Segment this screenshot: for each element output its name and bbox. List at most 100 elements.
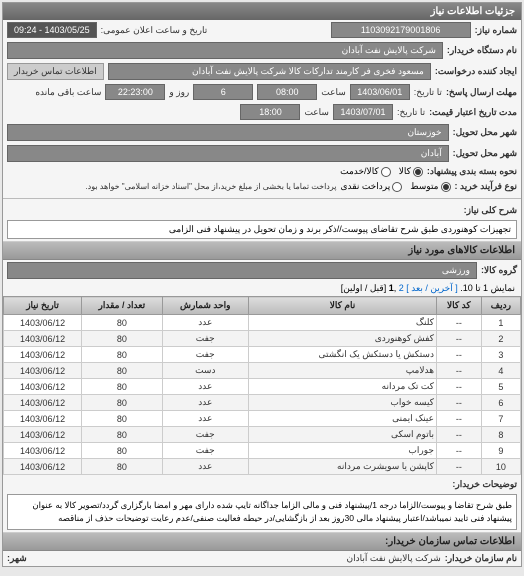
buytype-radio-1[interactable]: پرداخت نقدی xyxy=(341,181,403,192)
panel-title: جزئیات اطلاعات نیاز xyxy=(3,3,521,20)
table-cell: کاپشن یا سویشرت مردانه xyxy=(249,459,437,475)
radio-icon xyxy=(381,167,391,177)
pager-suffix: [قبل / اولین] xyxy=(341,283,387,293)
table-cell: 2 xyxy=(481,331,520,347)
table-cell: -- xyxy=(436,395,481,411)
pager-text: نمایش 1 تا 10. xyxy=(460,283,515,293)
buytype-label: نوع فرآیند خرید : xyxy=(455,181,518,192)
table-cell: 80 xyxy=(82,443,162,459)
table-cell: کلنگ xyxy=(249,315,437,331)
date2-label: تا تاریخ: xyxy=(397,107,425,118)
table-cell: -- xyxy=(436,379,481,395)
table-cell: 1403/06/12 xyxy=(4,411,82,427)
announce-label: تاریخ و ساعت اعلان عمومی: xyxy=(101,25,208,36)
contact-label[interactable]: اطلاعات تماس خریدار xyxy=(7,63,104,80)
city2-value: آبادان xyxy=(7,145,449,162)
radio-icon xyxy=(441,182,451,192)
table-cell: 1403/06/12 xyxy=(4,427,82,443)
table-cell: 5 xyxy=(481,379,520,395)
request-no-value: 1103092179001806 xyxy=(331,22,471,38)
table-cell: 80 xyxy=(82,379,162,395)
buytype-note: پرداخت تماما یا بخشی از مبلغ خرید،از محل… xyxy=(85,182,336,191)
days-value: 6 xyxy=(193,84,253,100)
time2-label: ساعت xyxy=(304,107,329,118)
table-cell: عدد xyxy=(162,459,249,475)
request-no-label: شماره نیاز: xyxy=(475,25,517,36)
row-package: نحوه بسته بندی پیشنهاد: کالا کالا/خدمت xyxy=(3,164,521,179)
goods-table: ردیف کد کالا نام کالا واحد شمارش تعداد /… xyxy=(3,296,521,475)
table-cell: 4 xyxy=(481,363,520,379)
table-cell: جفت xyxy=(162,427,249,443)
table-cell: 8 xyxy=(481,427,520,443)
table-cell: 1 xyxy=(481,315,520,331)
table-cell: -- xyxy=(436,427,481,443)
date1-value: 1403/06/01 xyxy=(350,84,410,100)
table-cell: 6 xyxy=(481,395,520,411)
city2-label: شهر محل تحویل: xyxy=(453,148,517,159)
table-cell: 9 xyxy=(481,443,520,459)
city1-label: شهر محل تحویل: xyxy=(453,127,517,138)
city1-value: خوزستان xyxy=(7,124,449,141)
validity-label: مدت تاریخ اعتبار قیمت: xyxy=(429,107,517,118)
radio-icon xyxy=(392,182,402,192)
table-cell: 80 xyxy=(82,347,162,363)
pager-last-next[interactable]: [ آخرین / بعد ] xyxy=(406,283,457,293)
row-goods-group: گروه کالا: ورزشی xyxy=(3,260,521,281)
row-requester: ایجاد کننده درخواست: مسعود فخری فر کارمن… xyxy=(3,61,521,82)
row-city1: شهر محل تحویل: خوزستان xyxy=(3,122,521,143)
date1-label: تا تاریخ: xyxy=(414,87,442,98)
buyer-org-value: شرکت پالایش نفت آبادان xyxy=(347,553,441,564)
table-cell: جفت xyxy=(162,331,249,347)
table-row: 9--جورابجفت801403/06/12 xyxy=(4,443,521,459)
buytype-radio-group: متوسط پرداخت نقدی xyxy=(341,181,451,192)
table-cell: هدلامپ xyxy=(249,363,437,379)
days-label: روز و xyxy=(169,87,189,98)
table-cell: 80 xyxy=(82,363,162,379)
buyer-name-value: شرکت پالایش نفت آبادان xyxy=(7,42,443,59)
table-cell: 1403/06/12 xyxy=(4,459,82,475)
col-qty: تعداد / مقدار xyxy=(82,297,162,315)
buytype-radio-0[interactable]: متوسط xyxy=(410,181,450,192)
table-header-row: ردیف کد کالا نام کالا واحد شمارش تعداد /… xyxy=(4,297,521,315)
table-cell: عدد xyxy=(162,411,249,427)
table-cell: جوراب xyxy=(249,443,437,459)
buyer-name-label: نام دستگاه خریدار: xyxy=(447,45,517,56)
row-buyer-org: نام سازمان خریدار: شرکت پالایش نفت آبادا… xyxy=(3,551,521,566)
row-buyer-name: نام دستگاه خریدار: شرکت پالایش نفت آبادا… xyxy=(3,40,521,61)
table-cell: جفت xyxy=(162,347,249,363)
table-cell: 80 xyxy=(82,427,162,443)
col-date: تاریخ نیاز xyxy=(4,297,82,315)
pager-current: 1 xyxy=(389,283,394,293)
table-cell: -- xyxy=(436,443,481,459)
remain-time: 22:23:00 xyxy=(105,84,165,100)
buyer-desc-value: طبق شرح تقاضا و پیوست/الزاما درجه 1/پیشن… xyxy=(7,494,517,530)
table-cell: دست xyxy=(162,363,249,379)
time1-value: 08:00 xyxy=(257,84,317,100)
pkg-radio-0[interactable]: کالا xyxy=(399,166,423,177)
pager: نمایش 1 تا 10. [ آخرین / بعد ] 2 ,1 [قبل… xyxy=(3,281,521,296)
pkg-radio-1[interactable]: کالا/خدمت xyxy=(340,166,391,177)
table-row: 8--باتوم اسکیجفت801403/06/12 xyxy=(4,427,521,443)
goods-section-title: اطلاعات کالاهای مورد نیاز xyxy=(3,241,521,260)
table-cell: کفش کوهنوردی xyxy=(249,331,437,347)
table-cell: -- xyxy=(436,331,481,347)
table-cell: -- xyxy=(436,363,481,379)
table-row: 4--هدلامپدست801403/06/12 xyxy=(4,363,521,379)
row-need-desc: شرح کلی نیاز: xyxy=(3,203,521,218)
time2-value: 18:00 xyxy=(240,104,300,120)
pkg-radio-group: کالا کالا/خدمت xyxy=(340,166,423,177)
table-cell: -- xyxy=(436,411,481,427)
table-cell: 1403/06/12 xyxy=(4,379,82,395)
buyer-org-label: نام سازمان خریدار: xyxy=(445,553,517,564)
table-cell: 80 xyxy=(82,331,162,347)
need-desc-label: شرح کلی نیاز: xyxy=(464,205,517,216)
buyer-contact-title: اطلاعات تماس سازمان خریدار: xyxy=(3,532,521,551)
col-unit: واحد شمارش xyxy=(162,297,249,315)
table-row: 3--دستکش یا دستکش یک انگشتیجفت801403/06/… xyxy=(4,347,521,363)
table-row: 10--کاپشن یا سویشرت مردانهعدد801403/06/1… xyxy=(4,459,521,475)
row-buytype: نوع فرآیند خرید : متوسط پرداخت نقدی پردا… xyxy=(3,179,521,194)
pager-page-2[interactable]: 2 xyxy=(399,283,404,293)
pkg-label: نحوه بسته بندی پیشنهاد: xyxy=(427,166,517,177)
table-cell: 7 xyxy=(481,411,520,427)
table-cell: دستکش یا دستکش یک انگشتی xyxy=(249,347,437,363)
